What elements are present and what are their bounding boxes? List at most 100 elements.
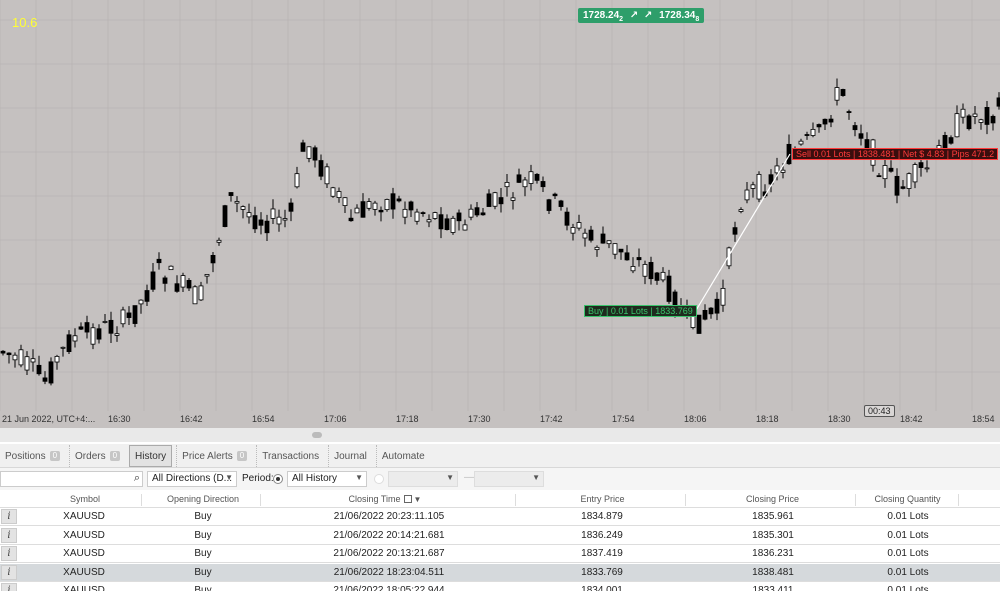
col-symbol[interactable]: Symbol — [69, 494, 100, 504]
table-cell: 21/06/2022 20:14:21.681 — [333, 529, 445, 541]
tab-journal[interactable]: Journal — [328, 445, 372, 467]
candle-body — [114, 333, 120, 336]
scrollbar-thumb[interactable] — [312, 432, 322, 438]
candle-body — [852, 125, 858, 131]
col-closing-time[interactable]: Closing Time ▼ — [300, 494, 470, 504]
table-cell: 21/06/2022 20:13:21.687 — [333, 548, 445, 559]
direction-dropdown[interactable]: All Directions (D... ▼ — [147, 471, 237, 487]
direction-value: All Directions (D... — [152, 473, 233, 484]
sell-trade-marker[interactable]: Sell 0.01 Lots | 1838.481 | Net $ 4.83 |… — [792, 148, 999, 160]
candle-body — [696, 314, 702, 334]
candle-body — [642, 264, 648, 277]
period-radio-all[interactable] — [273, 474, 283, 484]
candle-body — [618, 248, 624, 253]
candle-body — [510, 197, 516, 201]
period-dropdown[interactable]: All History ▼ — [287, 471, 367, 487]
candle-body — [480, 212, 486, 216]
candle-body — [54, 355, 60, 363]
candle-body — [666, 275, 672, 302]
bid-price: 1728.24 — [583, 10, 620, 21]
candle-body — [342, 197, 348, 206]
info-icon[interactable]: i — [1, 527, 17, 543]
tab-history[interactable]: History — [129, 445, 173, 467]
col-entry-price[interactable]: Entry Price — [580, 494, 625, 504]
chart-scrollbar[interactable] — [0, 428, 1000, 442]
candle-body — [294, 173, 300, 188]
bid-price-pill[interactable]: 1728.242 ↗ — [578, 8, 644, 23]
candle-body — [78, 326, 84, 330]
tab-label: Transactions — [262, 450, 320, 462]
buy-trade-marker[interactable]: Buy | 0.01 Lots | 1833.769 — [584, 305, 697, 317]
ask-price: 1728.34 — [659, 10, 696, 21]
info-icon[interactable]: i — [1, 564, 17, 580]
candle-body — [768, 174, 774, 185]
candle-body — [798, 140, 804, 145]
info-icon[interactable]: i — [1, 583, 17, 591]
zoom-label: 10.6 — [12, 15, 38, 30]
candle-body — [948, 137, 954, 144]
candle-body — [726, 247, 732, 267]
candle-body — [780, 169, 786, 173]
candle-body — [828, 118, 834, 123]
candle-body — [90, 327, 96, 345]
col-divider[interactable] — [855, 494, 856, 506]
candle-body — [384, 199, 390, 211]
time-tick-label: 18:30 — [828, 414, 851, 424]
col-divider[interactable] — [260, 494, 261, 506]
candle-body — [906, 173, 912, 189]
tab-price-alerts[interactable]: Price Alerts 0 — [176, 445, 252, 467]
candle-body — [708, 307, 714, 315]
candle-body — [30, 358, 36, 363]
candle-body — [300, 142, 306, 152]
search-input[interactable]: ⌕ — [0, 471, 143, 487]
table-cell: 21/06/2022 18:05:22.944 — [333, 585, 445, 591]
candle-body — [102, 321, 108, 323]
time-tick-label: 17:42 — [540, 414, 563, 424]
tab-transactions[interactable]: Transactions — [256, 445, 324, 467]
time-tick-label: 18:06 — [684, 414, 707, 424]
tab-count-badge: 0 — [49, 451, 61, 461]
date-to-dropdown[interactable]: ▼ — [474, 471, 544, 487]
candle-body — [924, 167, 930, 170]
table-row[interactable]: i XAUUSD Buy 21/06/2022 20:23:11.105 1834.87… — [0, 508, 1000, 526]
period-label: Period: — [242, 473, 274, 484]
table-row[interactable]: i XAUUSD Buy 21/06/2022 18:05:22.944 1834.00… — [0, 582, 1000, 591]
ask-price-pill[interactable]: ↗ 1728.348 — [639, 8, 705, 23]
table-row[interactable]: i XAUUSD Buy 21/06/2022 18:23:04.511 1833.76… — [0, 563, 1000, 582]
col-divider[interactable] — [141, 494, 142, 506]
col-divider[interactable] — [958, 494, 959, 506]
candle-body — [156, 258, 162, 264]
candlestick-plot[interactable] — [0, 0, 1000, 411]
price-chart[interactable]: 10.6 1728.242 ↗ ↗ 1728.348 Buy | 0.01 Lo… — [0, 0, 1000, 428]
col-opening-direction[interactable]: Opening Direction — [166, 494, 240, 504]
date-from-dropdown[interactable]: ▼ — [388, 471, 458, 487]
col-closing-price[interactable]: Closing Price — [745, 494, 800, 504]
candle-body — [918, 162, 924, 168]
tab-positions[interactable]: Positions 0 — [0, 445, 65, 467]
sort-desc-icon[interactable]: ▼ — [413, 495, 422, 504]
candle-body — [426, 219, 432, 223]
column-menu-icon[interactable] — [403, 495, 412, 503]
col-divider[interactable] — [515, 494, 516, 506]
candle-body — [396, 198, 402, 202]
candle-body — [408, 201, 414, 211]
tab-automate[interactable]: Automate — [375, 445, 430, 467]
candle-body — [978, 119, 984, 123]
info-icon[interactable]: i — [1, 546, 17, 561]
info-icon[interactable]: i — [1, 509, 17, 524]
period-radio-custom[interactable] — [374, 474, 384, 484]
candle-body — [546, 199, 552, 211]
table-row[interactable]: i XAUUSD Buy 21/06/2022 20:14:21.681 1836.24… — [0, 526, 1000, 545]
time-tick-label: 16:30 — [108, 414, 131, 424]
time-tick-label: 17:54 — [612, 414, 635, 424]
time-tick-label: 17:18 — [396, 414, 419, 424]
candle-body — [108, 319, 114, 334]
table-cell: Buy — [194, 511, 212, 522]
table-row[interactable]: i XAUUSD Buy 21/06/2022 20:13:21.687 1837.41… — [0, 545, 1000, 563]
tab-orders[interactable]: Orders 0 — [69, 445, 125, 467]
table-cell: 1836.249 — [581, 529, 623, 541]
col-closing-quantity[interactable]: Closing Quantity — [874, 494, 941, 504]
table-cell: 0.01 Lots — [887, 548, 929, 559]
col-divider[interactable] — [685, 494, 686, 506]
